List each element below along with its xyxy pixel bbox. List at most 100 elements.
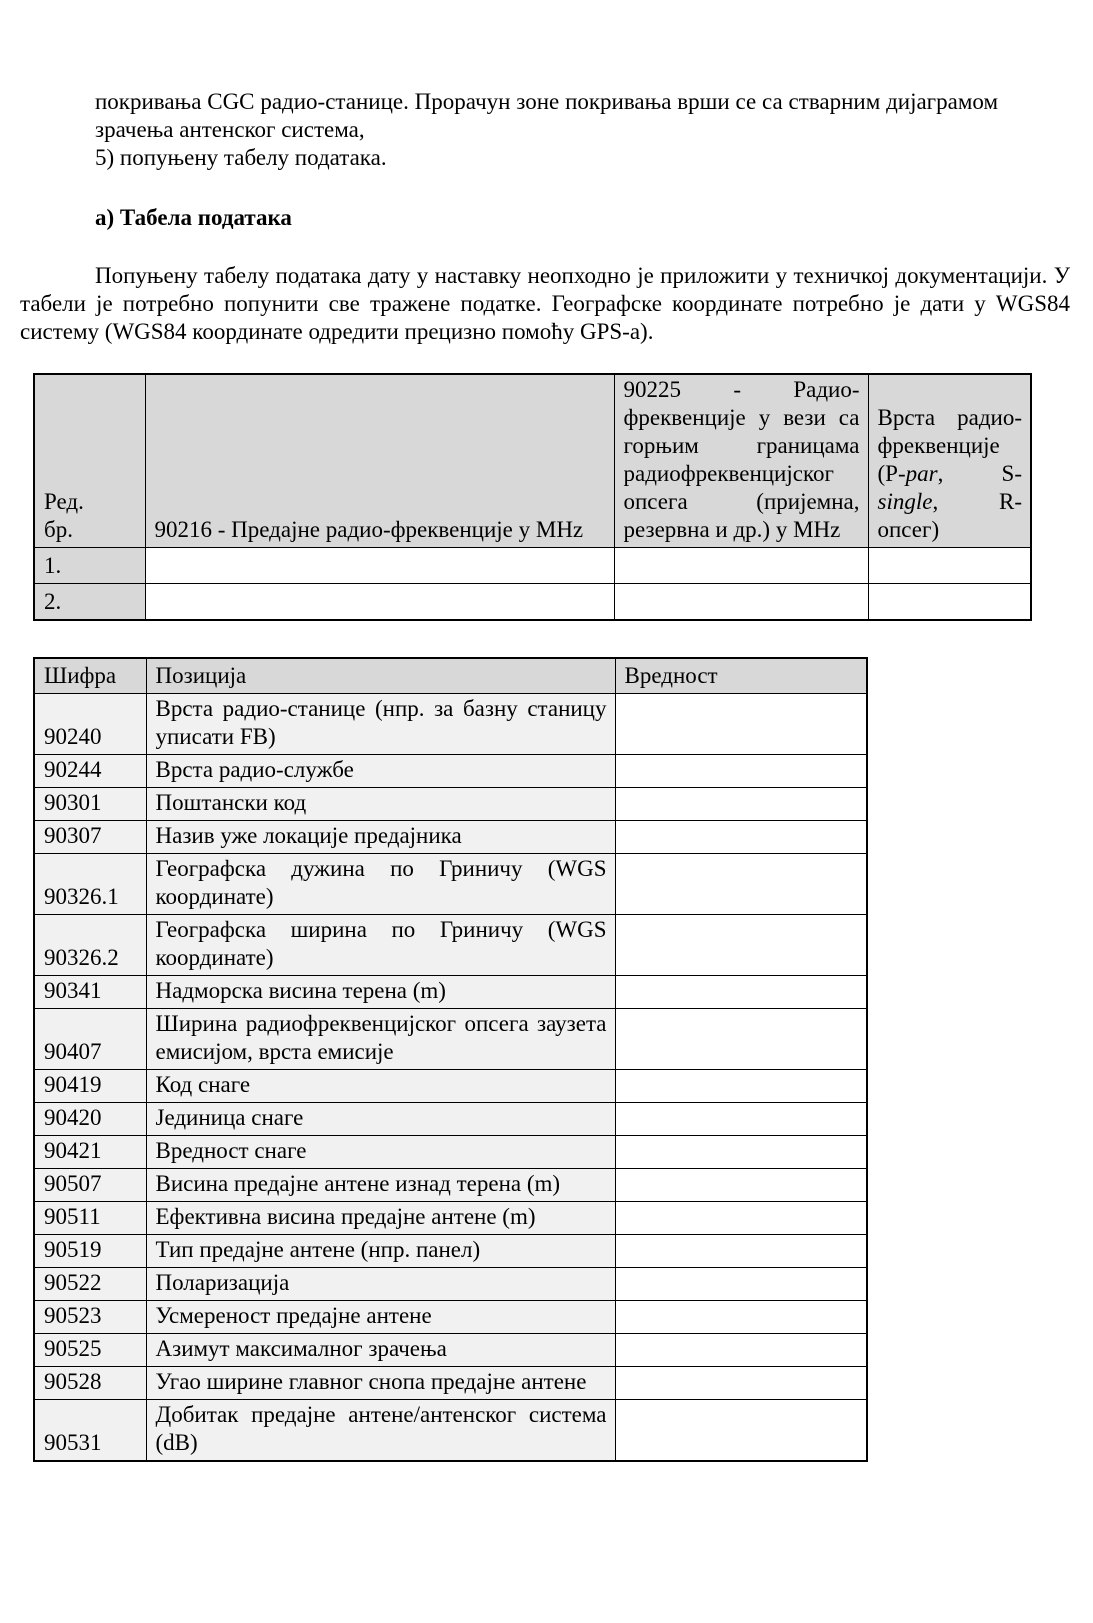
table-row-90240: 90240 Врста радио-станице (нпр. за базну… (33, 693, 868, 755)
value-input-cell[interactable] (614, 820, 868, 854)
frequency-type-input-cell[interactable] (867, 583, 1032, 621)
header-frequency-type: Врста радио-фреквенције (P-par, S-single… (867, 373, 1032, 548)
table-row-90507: 90507 Висина предајне антене изнад терен… (33, 1168, 868, 1202)
frequency-type-text: , R-опсег) (877, 489, 1023, 542)
position-cell: Надморска висина терена (m) (145, 975, 616, 1009)
code-cell: 90326.1 (33, 853, 147, 915)
code-cell: 90525 (33, 1333, 147, 1367)
position-cell: Усмереност предајне антене (145, 1300, 616, 1334)
header-code: Шифра (33, 657, 147, 694)
table-row-90326-2: 90326.2 Географска ширина по Гриничу (WG… (33, 914, 868, 976)
value-input-cell[interactable] (614, 754, 868, 788)
table-row-90528: 90528 Угао ширине главног снопа предајне… (33, 1366, 868, 1400)
value-input-cell[interactable] (614, 1168, 868, 1202)
code-cell: 90528 (33, 1366, 147, 1400)
value-input-cell[interactable] (614, 1366, 868, 1400)
paragraph-instructions: Попуњену табелу података дату у наставку… (20, 263, 1070, 344)
frequency-type-text: Врста радио-фреквенције (P- (877, 405, 1023, 486)
frequency-table-row-2: 2. (33, 583, 1032, 621)
position-cell: Азимут максималног зрачења (145, 1333, 616, 1367)
related-frequency-input-cell[interactable] (613, 583, 869, 621)
value-input-cell[interactable] (614, 975, 868, 1009)
position-cell: Висина предајне антене изнад терена (m) (145, 1168, 616, 1202)
table-row-90525: 90525 Азимут максималног зрачења (33, 1333, 868, 1367)
position-cell: Добитак предајне антене/антенског систем… (145, 1399, 616, 1462)
code-cell: 90341 (33, 975, 147, 1009)
table-row-90531: 90531 Добитак предајне антене/антенског … (33, 1399, 868, 1462)
position-cell: Врста радио-станице (нпр. за базну стани… (145, 693, 616, 755)
position-cell: Ширина радиофреквенцијског опсега заузет… (145, 1008, 616, 1070)
tx-frequency-input-cell[interactable] (144, 547, 615, 584)
position-cell: Географска ширина по Гриничу (WGS коорди… (145, 914, 616, 976)
code-cell: 90507 (33, 1168, 147, 1202)
frequency-type-par-italic: par (905, 461, 938, 486)
code-cell: 90326.2 (33, 914, 147, 976)
code-cell: 90307 (33, 820, 147, 854)
ordinal-cell: 2. (33, 583, 146, 621)
code-cell: 90531 (33, 1399, 147, 1462)
code-cell: 90407 (33, 1008, 147, 1070)
header-ordinal: Ред. бр. (33, 373, 146, 548)
value-input-cell[interactable] (614, 693, 868, 755)
value-input-cell[interactable] (614, 1201, 868, 1235)
frequency-table-row-1: 1. (33, 547, 1032, 584)
code-cell: 90421 (33, 1135, 147, 1169)
table-row-90341: 90341 Надморска висина терена (m) (33, 975, 868, 1009)
value-input-cell[interactable] (614, 914, 868, 976)
frequency-type-text: , S- (937, 461, 1022, 486)
position-cell: Ефективна висина предајне антене (m) (145, 1201, 616, 1235)
related-frequency-input-cell[interactable] (613, 547, 869, 584)
header-tx-frequencies: 90216 - Предајне радио-фреквенције у MHz (144, 373, 615, 548)
code-cell: 90522 (33, 1267, 147, 1301)
code-cell: 90523 (33, 1300, 147, 1334)
code-cell: 90511 (33, 1201, 147, 1235)
code-cell: 90301 (33, 787, 147, 821)
position-cell: Јединица снаге (145, 1102, 616, 1136)
table-row-90326-1: 90326.1 Географска дужина по Гриничу (WG… (33, 853, 868, 915)
code-cell: 90244 (33, 754, 147, 788)
frequency-type-single-italic: single (877, 489, 933, 514)
position-cell: Врста радио-службе (145, 754, 616, 788)
code-cell: 90420 (33, 1102, 147, 1136)
code-cell: 90240 (33, 693, 147, 755)
section-heading-data-table: а) Табела података (95, 205, 292, 230)
data-table: Шифра Позиција Вредност 90240 Врста ради… (33, 657, 868, 1462)
frequency-table-header-row: Ред. бр. 90216 - Предајне радио-фреквенц… (33, 373, 1032, 548)
frequency-type-input-cell[interactable] (867, 547, 1032, 584)
table-row-90523: 90523 Усмереност предајне антене (33, 1300, 868, 1334)
value-input-cell[interactable] (614, 1008, 868, 1070)
header-related-frequencies: 90225 - Радио-фреквенције у вези са горњ… (613, 373, 869, 548)
position-cell: Назив уже локације предајника (145, 820, 616, 854)
header-position: Позиција (145, 657, 616, 694)
value-input-cell[interactable] (614, 1399, 868, 1462)
table-row-90421: 90421 Вредност снаге (33, 1135, 868, 1169)
position-cell: Географска дужина по Гриничу (WGS коорди… (145, 853, 616, 915)
table-row-90301: 90301 Поштански код (33, 787, 868, 821)
table-row-90420: 90420 Јединица снаге (33, 1102, 868, 1136)
table-row-90307: 90307 Назив уже локације предајника (33, 820, 868, 854)
position-cell: Угао ширине главног снопа предајне антен… (145, 1366, 616, 1400)
value-input-cell[interactable] (614, 1333, 868, 1367)
value-input-cell[interactable] (614, 1102, 868, 1136)
document-page: покривања CGC радио-станице. Прорачун зо… (0, 88, 1093, 1623)
value-input-cell[interactable] (614, 1135, 868, 1169)
code-cell: 90419 (33, 1069, 147, 1103)
code-cell: 90519 (33, 1234, 147, 1268)
table-row-90519: 90519 Тип предајне антене (нпр. панел) (33, 1234, 868, 1268)
value-input-cell[interactable] (614, 1234, 868, 1268)
value-input-cell[interactable] (614, 1267, 868, 1301)
position-cell: Код снаге (145, 1069, 616, 1103)
position-cell: Тип предајне антене (нпр. панел) (145, 1234, 616, 1268)
value-input-cell[interactable] (614, 787, 868, 821)
value-input-cell[interactable] (614, 1069, 868, 1103)
value-input-cell[interactable] (614, 853, 868, 915)
table-row-90511: 90511 Ефективна висина предајне антене (… (33, 1201, 868, 1235)
ordinal-cell: 1. (33, 547, 146, 584)
table-row-90244: 90244 Врста радио-службе (33, 754, 868, 788)
value-input-cell[interactable] (614, 1300, 868, 1334)
tx-frequency-input-cell[interactable] (144, 583, 615, 621)
table-row-90419: 90419 Код снаге (33, 1069, 868, 1103)
data-table-header-row: Шифра Позиција Вредност (33, 657, 868, 694)
table-row-90522: 90522 Поларизација (33, 1267, 868, 1301)
position-cell: Вредност снаге (145, 1135, 616, 1169)
